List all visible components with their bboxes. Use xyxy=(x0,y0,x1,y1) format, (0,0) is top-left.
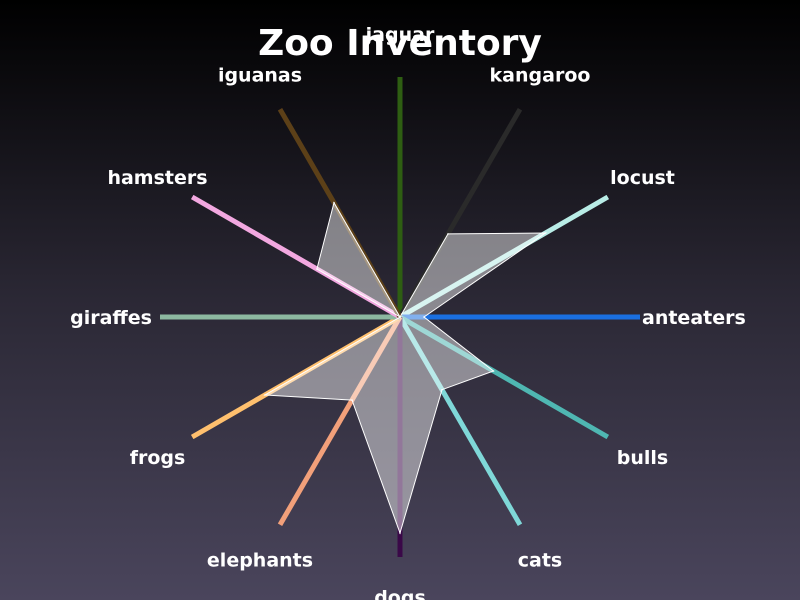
data-point-iguanas xyxy=(333,201,335,204)
category-label-locust: locust xyxy=(610,167,675,189)
category-label-frogs: frogs xyxy=(130,447,186,469)
spoke-cats xyxy=(397,315,523,527)
data-point-cats xyxy=(441,388,443,391)
category-label-elephants: elephants xyxy=(207,550,313,572)
data-point-frogs xyxy=(264,394,266,396)
data-area xyxy=(263,201,548,535)
category-label-kangaroo: kangaroo xyxy=(490,65,591,87)
data-point-locust xyxy=(544,232,547,234)
category-label-iguanas: iguanas xyxy=(218,65,302,87)
category-label-jaguar: jaguar xyxy=(365,24,435,46)
spoke-bulls xyxy=(398,314,610,440)
data-point-elephants xyxy=(351,399,353,401)
data-point-hamsters xyxy=(316,268,318,270)
category-label-dogs: dogs xyxy=(374,587,426,600)
data-point-dogs xyxy=(399,532,401,534)
category-labels: jaguar kangaroo locust anteaters bulls cats do… xyxy=(70,24,746,600)
data-point-kangaroo xyxy=(447,233,449,235)
category-label-cats: cats xyxy=(518,550,562,572)
data-point-anteaters xyxy=(423,316,425,318)
category-label-giraffes: giraffes xyxy=(70,307,152,329)
data-point-bulls xyxy=(492,370,495,372)
spoke-locust xyxy=(398,194,610,320)
data-point-giraffes xyxy=(399,316,401,318)
chart-title: Zoo Inventory xyxy=(258,23,542,64)
category-label-hamsters: hamsters xyxy=(107,167,207,189)
category-label-bulls: bulls xyxy=(617,447,668,469)
category-label-anteaters: anteaters xyxy=(642,307,746,329)
spoke-elephants xyxy=(277,315,403,527)
